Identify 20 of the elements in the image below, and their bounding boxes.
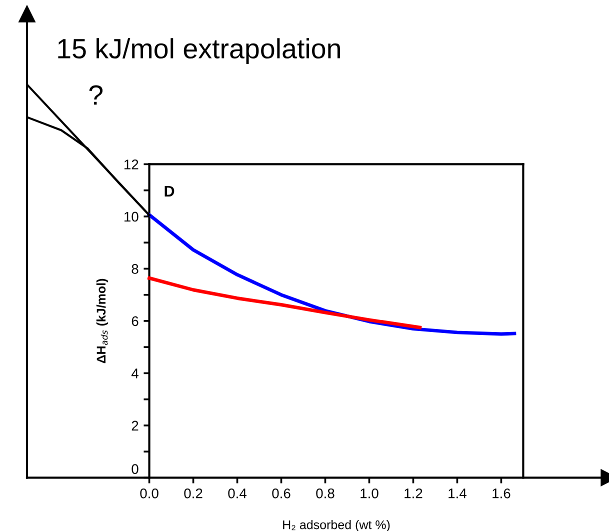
- y-tick-label: 0: [132, 464, 138, 474]
- y-tick-label: 12: [124, 160, 138, 170]
- y-tick-label: 2: [132, 420, 138, 430]
- annotation: ?: [89, 85, 103, 105]
- y-axis-title: ΔH$_{ads}$ (kJ/mol): [96, 278, 108, 364]
- x-tick-label: 1.4: [448, 488, 466, 498]
- x-tick-label: 1.2: [404, 488, 422, 498]
- y-tick-label: 4: [131, 368, 138, 378]
- x-tick-label: 1.6: [492, 488, 510, 498]
- y-tick-label: 6: [132, 316, 138, 326]
- x-tick-label: 0.8: [316, 488, 334, 498]
- x-tick-label: 0.6: [272, 488, 290, 498]
- annotation: D: [164, 186, 174, 196]
- y-tick-label: 8: [132, 264, 138, 274]
- annotation: 15 kJ/mol extrapolation: [58, 38, 340, 64]
- x-tick-label: 0.2: [184, 488, 202, 498]
- x-tick-label: 0.0: [140, 488, 158, 498]
- x-tick-label: 0.4: [228, 488, 247, 498]
- x-tick-label: 1.0: [360, 488, 378, 498]
- y-tick-label: 10: [124, 212, 138, 222]
